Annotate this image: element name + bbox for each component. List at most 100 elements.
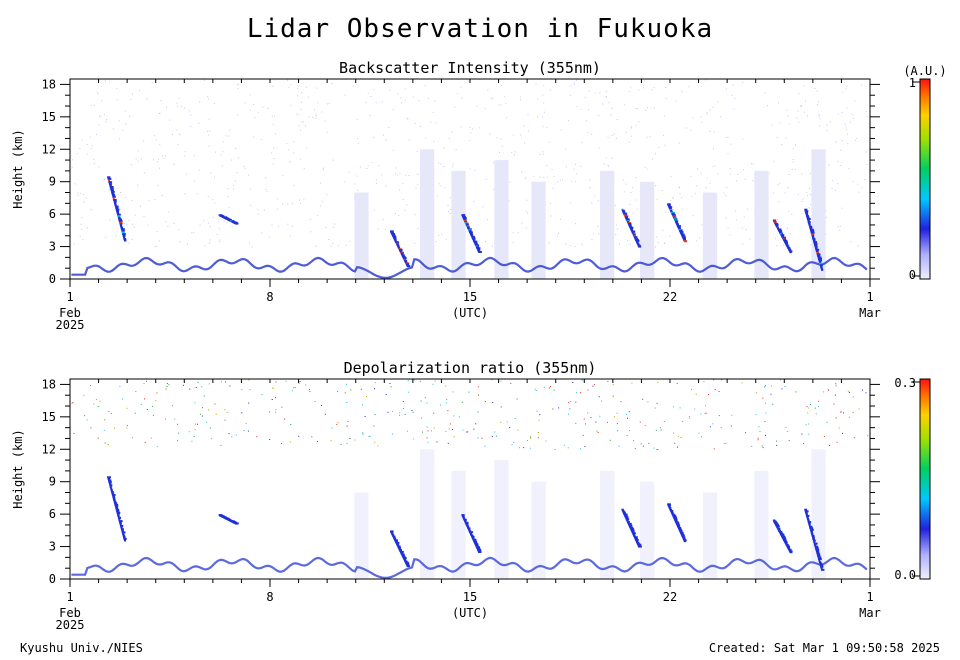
cloud-mark [116,510,120,513]
noise-speck [414,214,416,216]
noise-speck [245,423,247,425]
noise-speck [700,116,702,118]
noise-speck [109,189,110,191]
noise-speck [568,120,570,122]
noise-speck [833,403,835,405]
noise-speck [861,84,863,86]
noise-speck [525,176,527,178]
noise-speck [713,131,715,133]
noise-speck [595,421,597,423]
noise-speck [182,384,184,386]
noise-speck [653,87,655,89]
noise-speck [788,123,790,125]
cloud-mark [812,236,815,239]
cloud-mark [114,503,119,506]
noise-speck [210,438,212,440]
noise-speck [661,190,663,191]
cloud-mark [820,565,824,568]
noise-speck [597,432,599,433]
noise-speck [664,242,666,244]
noise-speck [373,425,375,427]
noise-speck [698,432,700,434]
noise-speck [588,90,590,92]
noise-speck [792,159,794,160]
noise-speck [737,174,739,175]
noise-speck [575,422,577,424]
noise-speck [569,408,571,410]
noise-speck [104,179,106,180]
noise-speck [421,417,423,419]
noise-speck [492,97,494,99]
cloud-mark [123,539,126,542]
noise-speck [511,151,513,153]
noise-speck [77,192,79,194]
noise-speck [534,388,536,390]
noise-speck [206,421,208,423]
cloud-mark [107,177,112,180]
noise-speck [807,195,809,196]
noise-speck [791,169,793,171]
noise-speck [733,108,735,110]
noise-speck [165,220,167,222]
noise-speck [712,423,714,425]
noise-speck [546,176,548,178]
noise-speck [460,126,462,128]
noise-speck [271,224,273,226]
y-tick-label: 3 [49,240,56,254]
noise-speck [254,116,256,118]
noise-speck [575,392,577,394]
noise-speck [227,188,229,189]
noise-speck [177,105,179,107]
x-tick-label: 1 [66,290,73,304]
noise-speck [662,229,664,231]
noise-speck [669,235,671,237]
noise-speck [81,139,83,141]
noise-speck [699,237,701,239]
noise-speck [408,391,410,393]
noise-speck [220,381,222,383]
noise-speck [529,447,531,449]
noise-speck [90,209,92,211]
y-tick-label: 0 [49,272,56,286]
noise-speck [416,184,418,186]
noise-speck [369,436,371,438]
cloud-mark [815,250,819,253]
cloud-mark [806,218,811,220]
cloud-mark [815,547,819,550]
noise-speck [229,129,231,131]
noise-speck [776,440,777,442]
noise-speck [543,153,545,155]
noise-speck [261,394,263,396]
noise-speck [433,141,435,142]
noise-speck [616,119,618,120]
noise-speck [854,100,856,102]
cloud-mark [406,265,411,268]
cloud-mark [235,522,238,525]
noise-speck [272,163,274,165]
noise-speck [615,224,617,226]
noise-speck [207,96,209,98]
cloud-mark [806,516,809,519]
noise-speck [322,167,324,169]
noise-speck [706,177,708,179]
noise-speck [375,182,377,184]
noise-speck [836,441,838,443]
noise-speck [644,425,646,426]
noise-speck [90,136,92,138]
noise-speck [224,409,226,411]
noise-speck [391,410,393,412]
noise-speck [679,407,681,409]
noise-speck [654,407,656,409]
noise-speck [419,380,421,382]
x-axis-label: (UTC) [452,306,488,320]
noise-speck [208,383,210,385]
noise-speck [81,229,83,230]
noise-speck [84,415,86,417]
noise-speck [256,436,258,438]
noise-speck [140,205,141,207]
noise-speck [449,197,451,199]
noise-speck [292,387,294,389]
noise-speck [349,438,351,439]
noise-speck [408,175,410,176]
